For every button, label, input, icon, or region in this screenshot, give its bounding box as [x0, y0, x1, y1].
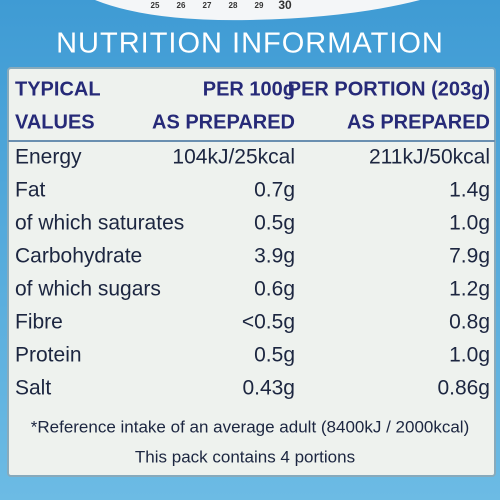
table-cell: <0.5g	[242, 311, 295, 334]
table-cell: 0.8g	[449, 311, 490, 334]
table-cell: 3.9g	[254, 245, 295, 268]
date-wheel	[95, 0, 420, 21]
header-cell: TYPICAL	[15, 78, 101, 100]
date-number: 26	[177, 1, 186, 10]
header-cell: AS PREPARED	[347, 111, 490, 133]
table-cell: 1.0g	[449, 212, 490, 235]
table-cell: 211kJ/50kcal	[369, 146, 490, 169]
table-cell: Carbohydrate	[15, 245, 142, 268]
header-cell: PER PORTION (203g)	[288, 78, 490, 100]
table-cell: 0.7g	[254, 179, 295, 202]
header-cell: VALUES	[15, 111, 95, 133]
header-cell: PER 100g	[203, 78, 295, 100]
table-cell: 7.9g	[449, 245, 490, 268]
table-cell: 0.6g	[254, 278, 295, 301]
table-cell: 0.43g	[242, 377, 295, 400]
table-cell: 0.86g	[437, 377, 490, 400]
table-cell: 1.4g	[449, 179, 490, 202]
table-cell: 1.0g	[449, 344, 490, 367]
table-cell: of which sugars	[15, 278, 161, 301]
table-cell: Fat	[15, 179, 46, 202]
date-number: 27	[203, 1, 212, 10]
table-cell: 0.5g	[254, 212, 295, 235]
date-number: 30	[278, 0, 292, 12]
table-cell: Fibre	[15, 311, 63, 334]
date-number: 25	[151, 1, 160, 10]
table-cell: 1.2g	[449, 278, 490, 301]
table-cell: Salt	[15, 377, 51, 400]
table-box	[7, 67, 496, 477]
table-cell: Protein	[15, 344, 82, 367]
footnote: *Reference intake of an average adult (8…	[31, 417, 470, 436]
title: NUTRITION INFORMATION	[56, 28, 444, 60]
table-cell: Energy	[15, 146, 82, 169]
table-cell: of which saturates	[15, 212, 184, 235]
table-cell: 0.5g	[254, 344, 295, 367]
date-number: 28	[229, 1, 238, 10]
footnote: This pack contains 4 portions	[135, 447, 355, 466]
date-number: 29	[255, 1, 264, 10]
table-cell: 104kJ/25kcal	[172, 146, 295, 169]
header-cell: AS PREPARED	[152, 111, 295, 133]
